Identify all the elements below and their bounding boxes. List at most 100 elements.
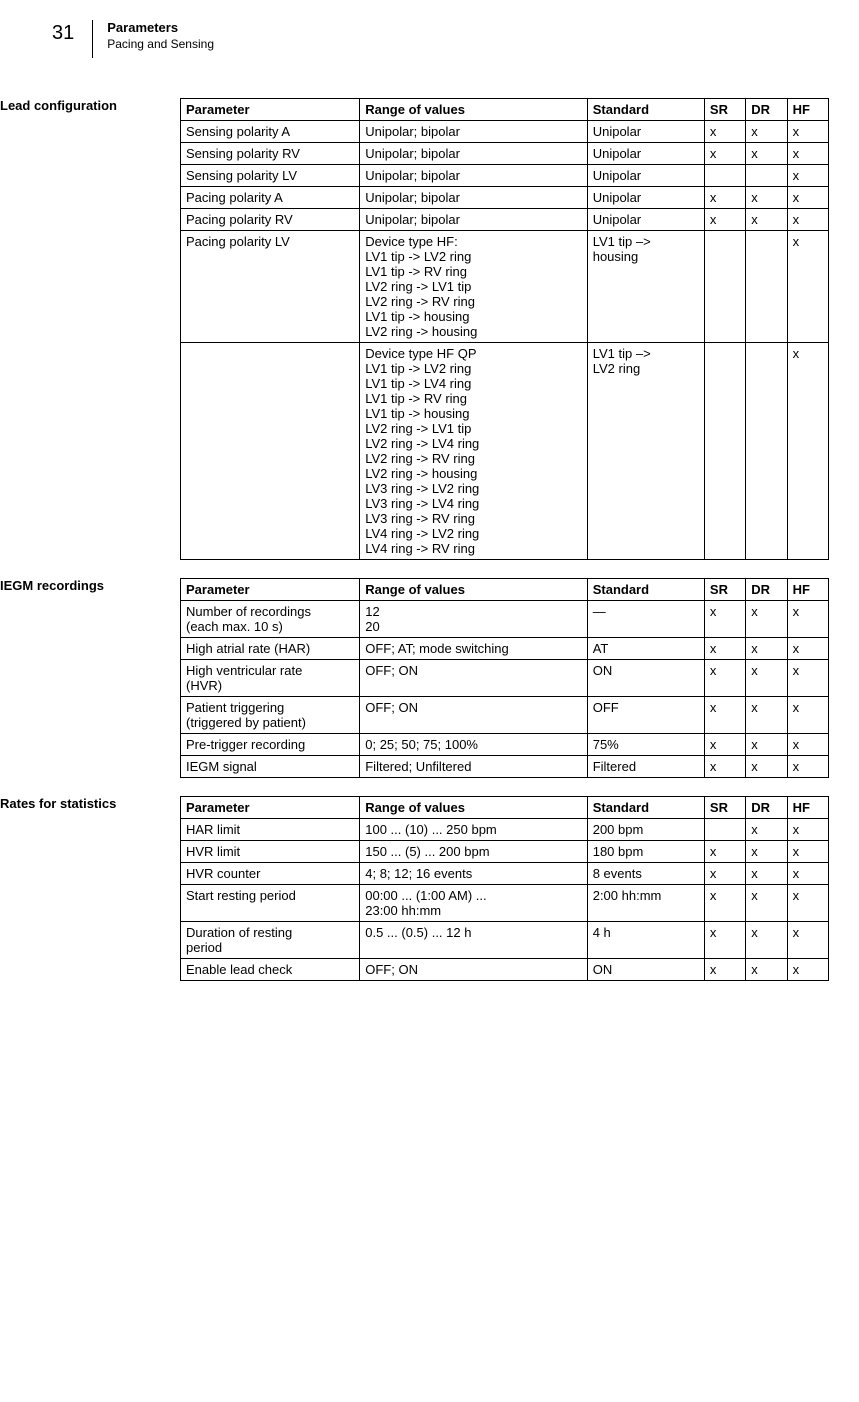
lead-table-body: Sensing polarity AUnipolar; bipolarUnipo… bbox=[181, 121, 829, 560]
cell-range-line: LV2 ring -> housing bbox=[365, 324, 581, 339]
cell-parameter: Patient triggering(triggered by patient) bbox=[181, 697, 360, 734]
cell-hf: x bbox=[787, 660, 828, 697]
cell-dr: x bbox=[746, 819, 787, 841]
cell-parameter: Sensing polarity RV bbox=[181, 143, 360, 165]
cell-sr bbox=[704, 165, 745, 187]
col-standard: Standard bbox=[587, 579, 704, 601]
cell-hf: x bbox=[787, 922, 828, 959]
cell-hf: x bbox=[787, 187, 828, 209]
cell-range-line: LV2 ring -> LV1 tip bbox=[365, 421, 581, 436]
table-row: Pacing polarity RVUnipolar; bipolarUnipo… bbox=[181, 209, 829, 231]
col-dr: DR bbox=[746, 99, 787, 121]
cell-standard: AT bbox=[587, 638, 704, 660]
cell-dr: x bbox=[746, 959, 787, 981]
cell-standard: 8 events bbox=[587, 863, 704, 885]
cell-range-line: LV2 ring -> LV1 tip bbox=[365, 279, 581, 294]
cell-hf: x bbox=[787, 209, 828, 231]
table-row: Device type HF QPLV1 tip -> LV2 ringLV1 … bbox=[181, 343, 829, 560]
cell-parameter: Enable lead check bbox=[181, 959, 360, 981]
section-label: Lead configuration bbox=[0, 98, 180, 113]
cell-parameter: High atrial rate (HAR) bbox=[181, 638, 360, 660]
table-row: Pacing polarity AUnipolar; bipolarUnipol… bbox=[181, 187, 829, 209]
cell-dr: x bbox=[746, 734, 787, 756]
cell-dr bbox=[746, 165, 787, 187]
cell-hf: x bbox=[787, 601, 828, 638]
cell-sr bbox=[704, 819, 745, 841]
cell-range-line: LV2 ring -> housing bbox=[365, 466, 581, 481]
col-parameter: Parameter bbox=[181, 797, 360, 819]
cell-range-line: LV2 ring -> LV4 ring bbox=[365, 436, 581, 451]
table-row: Enable lead checkOFF; ONONxxx bbox=[181, 959, 829, 981]
cell-hf: x bbox=[787, 819, 828, 841]
cell-dr: x bbox=[746, 756, 787, 778]
cell-sr: x bbox=[704, 734, 745, 756]
table-row: Sensing polarity AUnipolar; bipolarUnipo… bbox=[181, 121, 829, 143]
cell-range: Unipolar; bipolar bbox=[360, 165, 587, 187]
cell-hf: x bbox=[787, 143, 828, 165]
cell-range-line: LV1 tip -> housing bbox=[365, 406, 581, 421]
cell-parameter-line: (each max. 10 s) bbox=[186, 619, 354, 634]
cell-range-line: LV2 ring -> RV ring bbox=[365, 451, 581, 466]
col-standard: Standard bbox=[587, 99, 704, 121]
table-row: Duration of restingperiod0.5 ... (0.5) .… bbox=[181, 922, 829, 959]
col-dr: DR bbox=[746, 579, 787, 601]
col-range: Range of values bbox=[360, 579, 587, 601]
cell-range-line: LV4 ring -> LV2 ring bbox=[365, 526, 581, 541]
cell-parameter: HVR counter bbox=[181, 863, 360, 885]
cell-parameter: HAR limit bbox=[181, 819, 360, 841]
cell-sr: x bbox=[704, 660, 745, 697]
cell-sr: x bbox=[704, 697, 745, 734]
section-label: IEGM recordings bbox=[0, 578, 180, 593]
page-header: 31 Parameters Pacing and Sensing bbox=[0, 20, 829, 58]
cell-range: 0; 25; 50; 75; 100% bbox=[360, 734, 587, 756]
page-subtitle: Pacing and Sensing bbox=[107, 37, 214, 51]
cell-standard-line: LV2 ring bbox=[593, 361, 699, 376]
header-text: Parameters Pacing and Sensing bbox=[107, 20, 214, 51]
cell-dr: x bbox=[746, 885, 787, 922]
cell-standard: — bbox=[587, 601, 704, 638]
cell-dr: x bbox=[746, 187, 787, 209]
cell-range-line: 00:00 ... (1:00 AM) ... bbox=[365, 888, 581, 903]
cell-sr: x bbox=[704, 922, 745, 959]
lead-configuration-table: Parameter Range of values Standard SR DR… bbox=[180, 98, 829, 560]
table-header-row: Parameter Range of values Standard SR DR… bbox=[181, 579, 829, 601]
cell-sr: x bbox=[704, 863, 745, 885]
page-title: Parameters bbox=[107, 20, 214, 35]
cell-standard: LV1 tip –>housing bbox=[587, 231, 704, 343]
cell-dr: x bbox=[746, 143, 787, 165]
cell-range-line: LV2 ring -> RV ring bbox=[365, 294, 581, 309]
col-hf: HF bbox=[787, 99, 828, 121]
cell-standard: 4 h bbox=[587, 922, 704, 959]
table-row: HVR limit150 ... (5) ... 200 bpm180 bpmx… bbox=[181, 841, 829, 863]
cell-range-line: Device type HF: bbox=[365, 234, 581, 249]
cell-standard: Unipolar bbox=[587, 209, 704, 231]
cell-range: OFF; ON bbox=[360, 660, 587, 697]
col-sr: SR bbox=[704, 579, 745, 601]
cell-range: Unipolar; bipolar bbox=[360, 209, 587, 231]
cell-range: 0.5 ... (0.5) ... 12 h bbox=[360, 922, 587, 959]
section-lead-configuration: Lead configuration Parameter Range of va… bbox=[0, 98, 829, 560]
cell-parameter bbox=[181, 343, 360, 560]
cell-range-line: 20 bbox=[365, 619, 581, 634]
cell-standard: Unipolar bbox=[587, 187, 704, 209]
cell-standard: OFF bbox=[587, 697, 704, 734]
cell-dr: x bbox=[746, 121, 787, 143]
rates-table-body: HAR limit100 ... (10) ... 250 bpm200 bpm… bbox=[181, 819, 829, 981]
cell-dr bbox=[746, 231, 787, 343]
table-row: Patient triggering(triggered by patient)… bbox=[181, 697, 829, 734]
section-table: Parameter Range of values Standard SR DR… bbox=[180, 578, 829, 778]
table-row: Pacing polarity LVDevice type HF:LV1 tip… bbox=[181, 231, 829, 343]
cell-dr: x bbox=[746, 841, 787, 863]
cell-range-line: Device type HF QP bbox=[365, 346, 581, 361]
cell-dr bbox=[746, 343, 787, 560]
cell-range: 00:00 ... (1:00 AM) ...23:00 hh:mm bbox=[360, 885, 587, 922]
cell-parameter-line: period bbox=[186, 940, 354, 955]
cell-standard: LV1 tip –>LV2 ring bbox=[587, 343, 704, 560]
cell-dr: x bbox=[746, 638, 787, 660]
table-row: Pre-trigger recording0; 25; 50; 75; 100%… bbox=[181, 734, 829, 756]
cell-parameter: Pre-trigger recording bbox=[181, 734, 360, 756]
cell-standard: 200 bpm bbox=[587, 819, 704, 841]
cell-range: 1220 bbox=[360, 601, 587, 638]
section-iegm-recordings: IEGM recordings Parameter Range of value… bbox=[0, 578, 829, 778]
cell-parameter: Sensing polarity LV bbox=[181, 165, 360, 187]
